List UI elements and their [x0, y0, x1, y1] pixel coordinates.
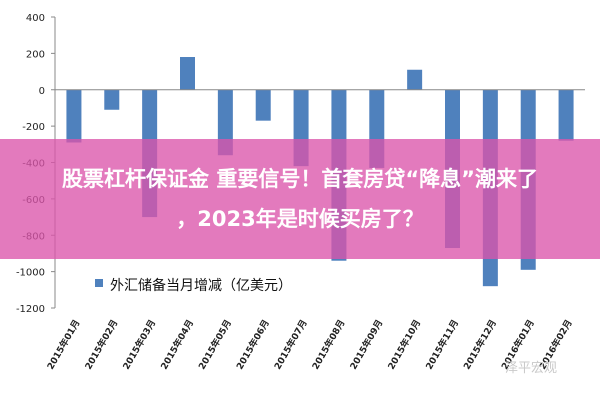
x-tick-label: 2015年11月	[423, 318, 461, 372]
bar	[558, 89, 574, 141]
y-tick-label: -1200	[16, 304, 45, 315]
x-tick-label: 2015年10月	[385, 318, 423, 372]
y-tick-label: 400	[26, 13, 45, 24]
headline-banner: 股票杠杆保证金 重要信号！首套房贷“降息”潮来了 ，2023年是时候买房了？	[0, 139, 600, 259]
headline-line-2: ，2023年是时候买房了？	[176, 207, 424, 231]
x-tick-label: 2015年12月	[461, 318, 499, 372]
legend-swatch	[95, 279, 103, 287]
x-tick-label: 2015年03月	[120, 318, 158, 372]
bar	[66, 89, 82, 143]
x-tick-label: 2015年07月	[271, 318, 309, 372]
x-tick-label: 2015年02月	[82, 318, 120, 372]
legend-label: 外汇储备当月增减（亿美元）	[110, 277, 292, 294]
headline-line-1: 股票杠杆保证金 重要信号！首套房贷“降息”潮来了	[62, 167, 538, 191]
x-tick-label: 2015年09月	[347, 318, 385, 372]
x-tick-label: 2015年06月	[234, 318, 272, 372]
y-tick-label: 0	[39, 86, 45, 97]
y-tick-label: -200	[22, 122, 45, 133]
y-tick-label: 200	[26, 49, 45, 60]
x-tick-label: 2015年05月	[196, 318, 234, 372]
y-tick-label: -1000	[16, 268, 45, 279]
bar	[104, 89, 120, 110]
bar	[255, 89, 271, 121]
bar	[180, 57, 195, 90]
x-tick-label: 2015年08月	[309, 318, 347, 372]
bar	[407, 69, 423, 90]
watermark-text: 泽平宏观	[505, 361, 557, 376]
x-tick-label: 2015年04月	[158, 318, 196, 372]
bar	[217, 89, 233, 156]
x-tick-label: 2015年01月	[44, 318, 82, 372]
